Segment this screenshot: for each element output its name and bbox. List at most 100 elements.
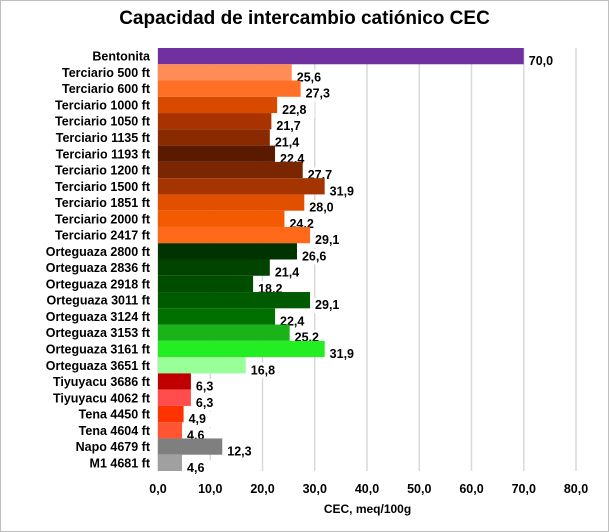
data-label: 70,0 (529, 54, 553, 68)
x-tick-label: 10,0 (198, 482, 222, 496)
bar (158, 178, 325, 195)
data-label-bg (292, 69, 330, 86)
category-label: Terciario 1050 ft (55, 115, 151, 129)
data-label-bg (325, 183, 363, 200)
bar (158, 96, 278, 114)
category-label: Orteguaza 3651 ft (46, 359, 151, 373)
data-label-bg (524, 53, 562, 70)
data-label: 31,9 (330, 347, 354, 361)
category-label: Orteguaza 2918 ft (46, 277, 151, 291)
data-label-bg (325, 346, 363, 362)
data-label: 25,6 (297, 70, 321, 84)
bar (158, 145, 276, 162)
bar (158, 438, 223, 455)
category-label: Terciario 1851 ft (55, 196, 151, 210)
category-label: Orteguaza 2800 ft (46, 245, 151, 259)
bar (158, 340, 325, 358)
data-label: 4,6 (187, 461, 204, 475)
data-label: 26,6 (302, 249, 326, 263)
bar (158, 389, 191, 406)
data-label-bg (270, 265, 308, 281)
bar (158, 210, 285, 227)
category-label: Tiyuyacu 4062 ft (53, 391, 151, 405)
data-label: 21,7 (276, 119, 300, 133)
x-tick-label: 80,0 (564, 482, 588, 496)
category-label: Napo 4679 ft (76, 440, 151, 454)
data-label-bg (191, 379, 221, 395)
category-label: M1 4681 ft (90, 456, 151, 470)
bar (158, 80, 301, 97)
bar (158, 292, 311, 309)
data-label: 28,0 (309, 201, 333, 215)
data-label-bg (297, 248, 335, 265)
category-label: Terciario 600 ft (62, 82, 151, 96)
category-label: Terciario 1200 ft (55, 164, 151, 178)
category-label: Terciario 1500 ft (55, 180, 151, 194)
category-label: Tena 4450 ft (79, 408, 151, 422)
bar (158, 64, 292, 81)
data-label-bg (272, 118, 309, 135)
data-label: 21,4 (275, 135, 299, 149)
data-label-bg (183, 460, 212, 476)
data-label-bg (246, 362, 284, 379)
bar (158, 48, 524, 65)
category-label: Tena 4604 ft (79, 424, 151, 438)
category-label: Tiyuyacu 3686 ft (53, 375, 151, 389)
data-label-bg (301, 86, 339, 102)
x-tick-label: 0,0 (149, 482, 166, 496)
data-label-bg (278, 102, 315, 118)
x-tick-label: 30,0 (303, 482, 327, 496)
data-label: 16,8 (251, 363, 275, 377)
data-label-bg (223, 444, 260, 460)
category-label: Bentonita (92, 50, 151, 64)
data-label-bg (311, 232, 348, 249)
data-label: 6,3 (196, 380, 213, 394)
bar (158, 243, 297, 260)
data-label: 21,4 (275, 266, 299, 280)
category-label: Orteguaza 2836 ft (46, 261, 151, 275)
x-tick-label: 50,0 (407, 482, 431, 496)
x-tick-label: 20,0 (250, 482, 274, 496)
bar (158, 194, 305, 211)
x-axis-label: CEC, meq/100g (323, 502, 412, 516)
category-label: Orteguaza 3124 ft (46, 310, 151, 324)
bar (158, 226, 311, 244)
data-label: 27,3 (306, 87, 330, 101)
x-tick-label: 70,0 (512, 482, 536, 496)
x-tick-label: 40,0 (355, 482, 379, 496)
data-label: 6,3 (196, 396, 213, 410)
data-label: 4,9 (189, 412, 206, 426)
data-label: 29,1 (315, 298, 339, 312)
data-label: 22,8 (282, 103, 306, 117)
data-label-bg (270, 135, 308, 151)
category-label: Terciario 2000 ft (55, 212, 151, 226)
bar (158, 161, 303, 179)
category-label: Orteguaza 3153 ft (46, 326, 151, 340)
bar (158, 373, 191, 390)
data-label-bg (184, 411, 214, 428)
data-label-bg (311, 297, 348, 314)
data-label-bg (305, 200, 342, 216)
bar (158, 357, 246, 374)
bar (158, 405, 184, 423)
bar (158, 129, 270, 146)
bar (158, 259, 270, 276)
category-label: Terciario 500 ft (62, 66, 151, 80)
data-label: 31,9 (330, 184, 354, 198)
bar (158, 113, 272, 130)
bar (158, 275, 254, 293)
chart-title: Capacidad de intercambio catiónico CEC (119, 8, 490, 29)
bar (158, 308, 276, 325)
bar (158, 422, 183, 439)
category-label: Orteguaza 3161 ft (46, 342, 151, 356)
bar (158, 324, 290, 341)
category-label: Terciario 1193 ft (56, 147, 151, 161)
category-label: Terciario 1135 ft (56, 131, 151, 145)
x-tick-label: 60,0 (459, 482, 483, 496)
data-label: 29,1 (315, 233, 339, 247)
category-label: Orteguaza 3011 ft (46, 294, 150, 308)
data-label: 12,3 (227, 445, 251, 459)
category-label: Terciario 2417 ft (55, 229, 151, 243)
bar (158, 454, 183, 471)
